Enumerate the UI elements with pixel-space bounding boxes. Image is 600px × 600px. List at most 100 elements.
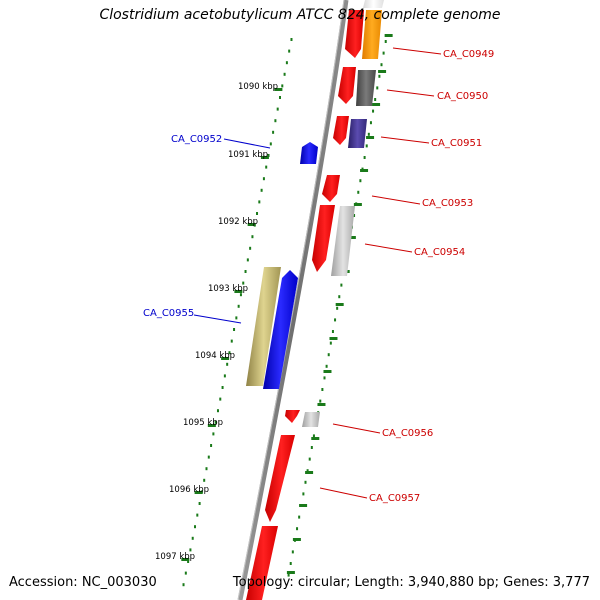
page-title: Clostridium acetobutylicum ATCC 824, com… [99,7,501,23]
callout-line-ca-c0951 [380,136,430,144]
right-ruler-dot [338,295,341,299]
right-ruler-tick [353,203,362,206]
backbone-group [237,0,349,600]
left-ruler-dot [285,61,288,65]
callout-line-ca-c0957 [319,487,368,499]
right-ruler-dot [306,469,309,473]
left-ruler-dot [235,316,238,320]
gene-label-ca-c0952[interactable]: CA_C0952 [171,134,222,145]
left-ruler-dot [283,72,286,76]
left-ruler-tick [207,424,216,427]
ruler-label-1094: 1094 kbp [195,351,235,361]
left-ruler-dot [262,177,265,181]
right-ruler-dot [384,40,387,43]
ruler-label-1090: 1090 kbp [238,82,278,92]
topology-text: Topology: circular; Length: 3,940,880 bp… [232,575,590,590]
gene-arrow-top-white[interactable] [363,0,384,8]
right-ruler-tick [323,370,332,373]
right-ruler-tick [372,103,381,106]
left-ruler-dot [269,142,272,146]
right-ruler-dot [331,330,334,333]
gene-arrow-ca-c0956[interactable] [302,412,320,427]
right-ruler-tick [335,303,344,306]
gene-label-ca-c0951[interactable]: CA_C0951 [431,138,482,149]
left-ruler-dot [191,536,194,540]
gene-label-ca-c0954[interactable]: CA_C0954 [414,247,465,258]
right-ruler-dot [340,283,343,287]
gene-label-ca-c0956[interactable]: CA_C0956 [382,428,433,439]
gene-arrow-ca-c0953[interactable] [322,175,340,202]
gene-arrow-ca-c0955-olive[interactable] [246,267,281,386]
right-ruler-dot [323,376,326,380]
left-ruler-dot [216,409,219,413]
ruler-label-1097: 1097 kbp [155,552,195,562]
gene-arrow-ca-c0955[interactable] [263,270,298,389]
gene-arrow-ca-c0949[interactable] [362,10,382,59]
right-ruler-dot [378,74,381,78]
left-ruler-dot [290,38,293,41]
right-ruler-dot [312,434,315,438]
right-ruler-dot [369,121,372,125]
ruler-labels: 1090 kbp 1091 kbp 1092 kbp 1093 kbp 1094… [155,82,278,562]
gene-label-ca-c0949[interactable]: CA_C0949 [443,49,494,60]
right-ruler-tick [360,169,369,172]
left-ruler-dot [251,235,254,239]
left-ruler-tick [274,88,283,91]
callout-line-ca-c0953 [371,195,421,205]
gene-arrow-ca-c0952[interactable] [300,142,318,164]
right-ruler-dot [319,399,322,403]
right-ruler-tick [317,403,326,406]
gene-arrow-ca-c0951[interactable] [348,119,367,148]
right-ruler-dot [298,515,301,519]
right-ruler-dot [374,98,377,101]
gene-label-ca-c0955[interactable]: CA_C0955 [143,308,194,319]
left-ruler-dot [212,432,215,436]
left-ruler-dot [242,281,245,285]
gene-arrow-ca-c0954-red[interactable] [312,205,335,272]
left-ruler-dot [203,478,206,482]
left-ruler-dot [288,49,291,53]
left-ruler-dot [196,513,199,517]
gene-arrow-ca-c0954[interactable] [331,206,355,276]
right-ruler-dot [304,480,307,484]
left-ruler-dot [233,328,236,331]
gene-arrow-ca-c0950-red[interactable] [338,67,356,104]
left-ruler-tick [247,223,256,226]
right-ruler-dot [289,562,292,565]
gene-arrow-ca-c0956-red[interactable] [285,410,300,423]
right-ruler-dot [367,132,370,136]
right-ruler-dot [376,86,379,90]
right-ruler-dot [380,63,383,67]
left-ruler-dot [226,362,229,366]
callout-line-ca-c0954 [364,243,413,253]
gene-arrow-lower-red[interactable] [246,526,278,600]
left-ruler-dot [276,107,279,111]
ruler-label-1092: 1092 kbp [218,217,258,227]
gene-label-ca-c0953[interactable]: CA_C0953 [422,198,473,209]
gene-arrow-ca-c0951-red[interactable] [333,116,349,145]
ruler-label-1093: 1093 kbp [208,284,248,294]
callout-line-ca-c0949 [392,47,442,55]
callout-line-ca-c0955 [193,314,242,324]
gene-label-ca-c0957[interactable]: CA_C0957 [369,493,420,504]
right-ruler-tick [329,337,338,340]
gene-labels: CA_C0949 CA_C0950 CA_C0951 CA_C0952 CA_C… [143,49,494,504]
gene-arrow-ca-c0957[interactable] [265,435,295,522]
gene-arrow-ca-c0950[interactable] [356,70,376,106]
left-ruler-dot [230,339,233,343]
right-ruler-dot [287,573,290,577]
callout-lines [193,47,442,499]
right-ruler-dot [321,388,324,391]
left-ruler-dot [246,258,249,262]
gene-label-ca-c0950[interactable]: CA_C0950 [437,91,488,102]
right-ruler-dot [291,550,294,554]
right-ruler-dot [359,179,362,183]
right-ruler-tick [366,136,375,139]
left-ruler-ticks [181,88,283,561]
gene-arrow-ca-c0949-companion[interactable] [345,10,364,58]
left-ruler-tick [194,491,203,494]
right-ruler-tick [286,571,295,574]
accession-text: Accession: NC_003030 [9,575,157,590]
genome-backbone [237,0,349,600]
